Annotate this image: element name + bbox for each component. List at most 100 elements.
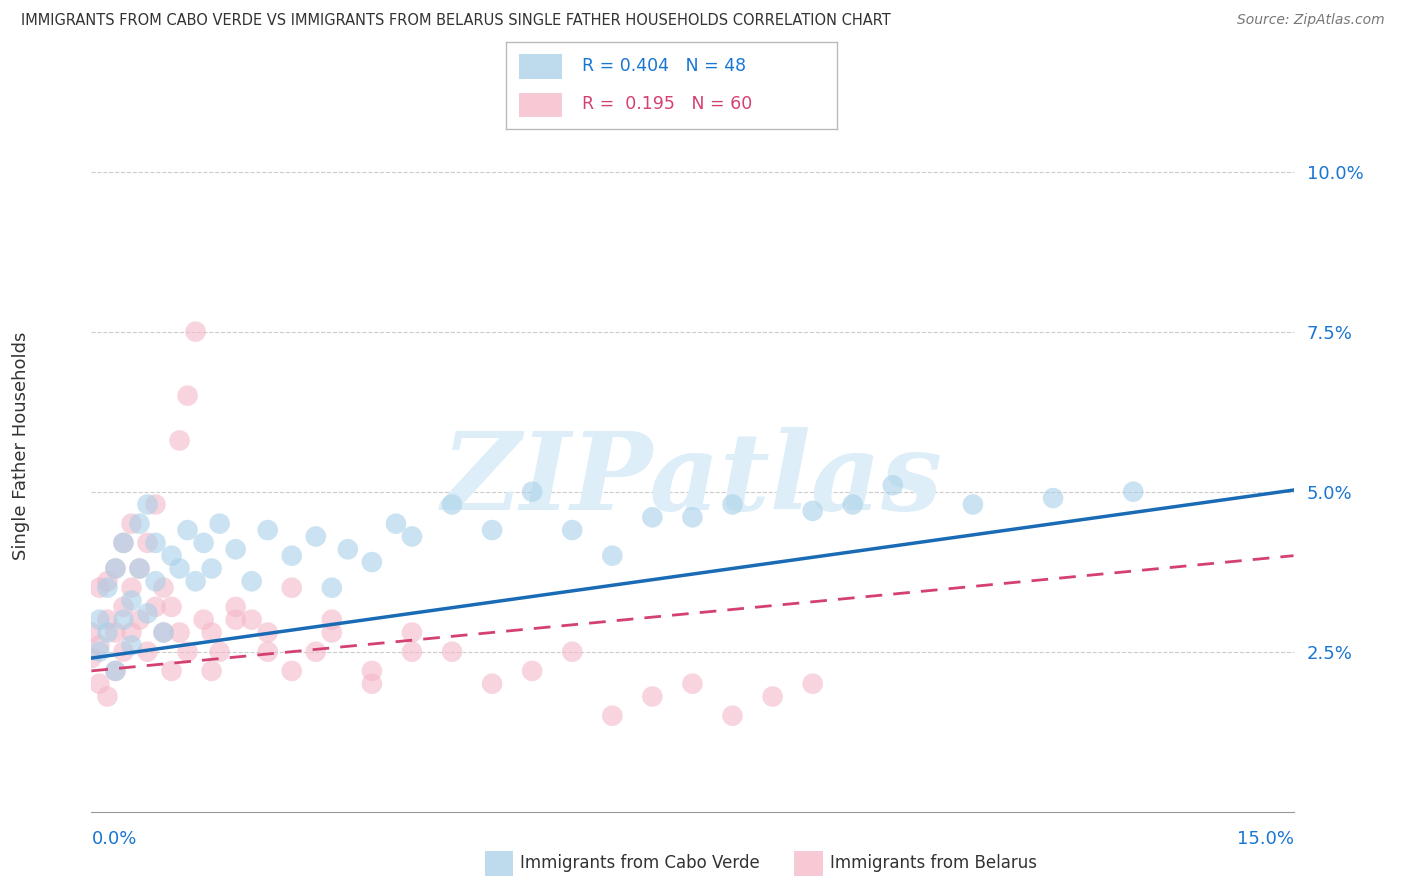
Point <box>128 516 150 531</box>
Point <box>721 498 744 512</box>
Point <box>176 389 198 403</box>
Point <box>193 536 215 550</box>
Point <box>201 625 224 640</box>
Point <box>112 536 135 550</box>
Point <box>360 664 382 678</box>
Point <box>305 529 328 543</box>
Point <box>169 561 191 575</box>
Point <box>176 645 198 659</box>
Point <box>184 574 207 589</box>
Point <box>121 625 143 640</box>
Text: R = 0.404   N = 48: R = 0.404 N = 48 <box>582 56 747 75</box>
Point <box>145 599 167 614</box>
Text: R =  0.195   N = 60: R = 0.195 N = 60 <box>582 95 752 113</box>
Point <box>201 561 224 575</box>
Point <box>104 561 127 575</box>
Point <box>152 625 174 640</box>
Text: Source: ZipAtlas.com: Source: ZipAtlas.com <box>1237 13 1385 28</box>
Point <box>136 536 159 550</box>
Point <box>305 645 328 659</box>
Point <box>112 536 135 550</box>
Point <box>104 664 127 678</box>
Point <box>481 676 503 690</box>
Point <box>121 516 143 531</box>
Point <box>336 542 359 557</box>
Point <box>201 664 224 678</box>
Point <box>281 664 304 678</box>
Point <box>136 645 159 659</box>
Point <box>1042 491 1064 505</box>
Point <box>96 581 118 595</box>
Point <box>96 613 118 627</box>
Text: Single Father Households: Single Father Households <box>13 332 30 560</box>
Point <box>184 325 207 339</box>
Point <box>89 613 111 627</box>
Point <box>169 625 191 640</box>
Point <box>440 645 463 659</box>
Point <box>225 542 247 557</box>
Point <box>96 625 118 640</box>
Point <box>128 561 150 575</box>
Point <box>152 581 174 595</box>
Point <box>225 613 247 627</box>
Point <box>160 664 183 678</box>
Point <box>360 555 382 569</box>
Point <box>240 613 263 627</box>
Point <box>112 599 135 614</box>
Point <box>208 645 231 659</box>
Point <box>80 625 103 640</box>
Text: 15.0%: 15.0% <box>1236 830 1294 847</box>
Point <box>602 549 624 563</box>
Text: ZIPatlas: ZIPatlas <box>441 427 943 533</box>
Point <box>256 523 278 537</box>
Point <box>121 638 143 652</box>
Point <box>256 625 278 640</box>
Point <box>136 607 159 621</box>
Point <box>385 516 408 531</box>
Point <box>145 536 167 550</box>
Point <box>208 516 231 531</box>
Point <box>321 625 343 640</box>
Point <box>522 664 544 678</box>
Point <box>89 676 111 690</box>
Point <box>841 498 863 512</box>
Point <box>128 613 150 627</box>
Point <box>104 625 127 640</box>
Point <box>80 651 103 665</box>
Text: Immigrants from Belarus: Immigrants from Belarus <box>830 855 1036 872</box>
Point <box>121 581 143 595</box>
Point <box>136 498 159 512</box>
Text: 0.0%: 0.0% <box>91 830 136 847</box>
Point <box>160 599 183 614</box>
Point <box>440 498 463 512</box>
Point <box>401 645 423 659</box>
FancyBboxPatch shape <box>519 54 562 78</box>
Point <box>112 613 135 627</box>
FancyBboxPatch shape <box>519 93 562 117</box>
Point <box>152 625 174 640</box>
Point <box>561 645 583 659</box>
Point <box>561 523 583 537</box>
Point <box>762 690 785 704</box>
Point <box>169 434 191 448</box>
Point <box>112 645 135 659</box>
Point <box>96 690 118 704</box>
Text: Immigrants from Cabo Verde: Immigrants from Cabo Verde <box>520 855 761 872</box>
Point <box>121 593 143 607</box>
Point <box>882 478 904 492</box>
Point <box>104 561 127 575</box>
Point <box>681 510 703 524</box>
Point <box>401 625 423 640</box>
Text: IMMIGRANTS FROM CABO VERDE VS IMMIGRANTS FROM BELARUS SINGLE FATHER HOUSEHOLDS C: IMMIGRANTS FROM CABO VERDE VS IMMIGRANTS… <box>21 13 891 29</box>
Point <box>96 574 118 589</box>
Point <box>962 498 984 512</box>
Point <box>641 510 664 524</box>
Point <box>321 613 343 627</box>
Point <box>481 523 503 537</box>
Point <box>681 676 703 690</box>
Point <box>89 581 111 595</box>
Point <box>602 708 624 723</box>
Point <box>176 523 198 537</box>
Point <box>281 549 304 563</box>
Point <box>89 638 111 652</box>
